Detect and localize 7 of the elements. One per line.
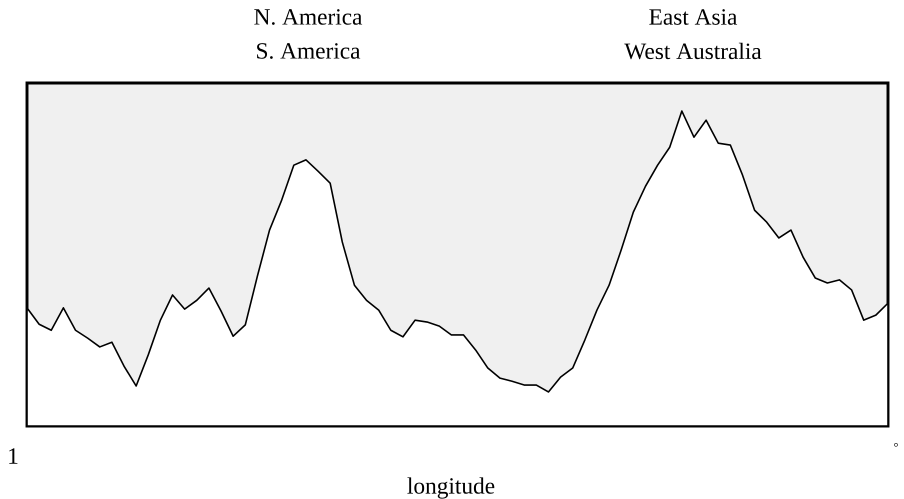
text: ° (894, 442, 898, 447)
text: S. America (257, 43, 360, 59)
text: 1 (9, 448, 18, 464)
x-axis-title: longitude (407, 477, 494, 499)
text: N. America (254, 9, 362, 25)
text: East Asia (649, 9, 738, 25)
text: West Australia (624, 42, 762, 60)
